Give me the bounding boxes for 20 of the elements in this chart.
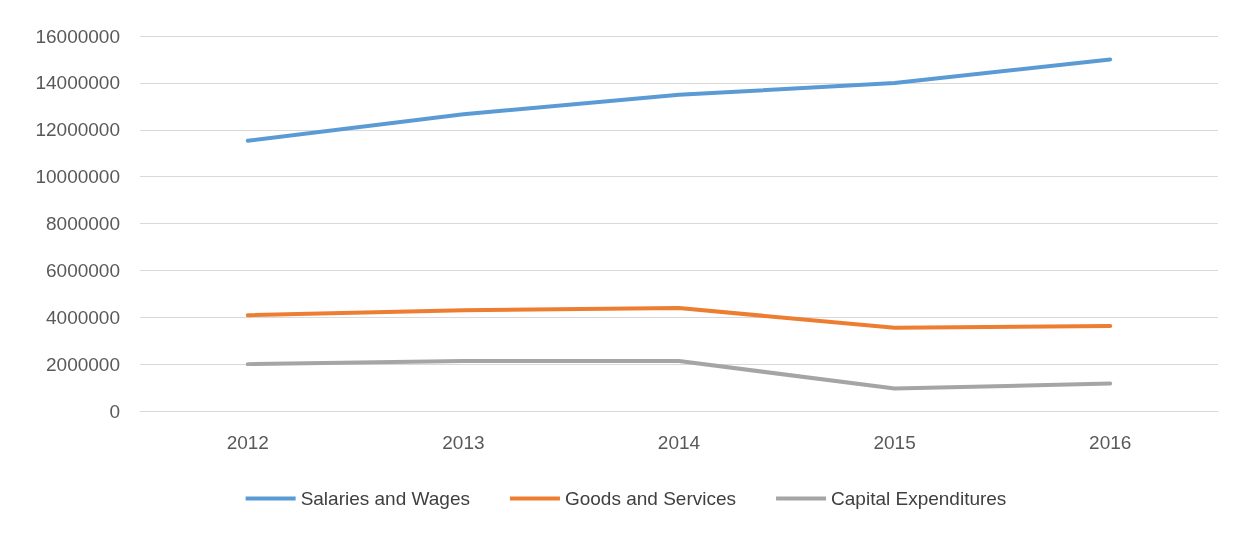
y-tick-label: 12000000 (35, 119, 120, 141)
x-tick-label: 2012 (226, 432, 269, 453)
x-tick-label: 2014 (657, 432, 701, 453)
y-tick-label: 14000000 (35, 72, 120, 94)
y-tick-label: 6000000 (46, 259, 120, 281)
x-tick-label: 2013 (442, 432, 485, 453)
y-tick-label: 8000000 (46, 213, 120, 234)
y-tick-label: 16000000 (35, 25, 120, 47)
legend-label: Goods and Services (564, 488, 737, 509)
x-tick-label: 2016 (1089, 432, 1132, 453)
line-series (245, 57, 1113, 143)
y-tick-label: 10000000 (35, 166, 120, 188)
line-series (245, 359, 1113, 391)
y-tick-label: 0 (109, 400, 120, 422)
legend-label: Capital Expenditures (831, 488, 1007, 509)
y-tick-label: 2000000 (46, 353, 120, 375)
y-tick-label: 4000000 (46, 306, 120, 328)
line-series (245, 306, 1113, 330)
legend-label: Salaries and Wages (300, 488, 470, 509)
x-tick-label: 2015 (873, 432, 916, 453)
